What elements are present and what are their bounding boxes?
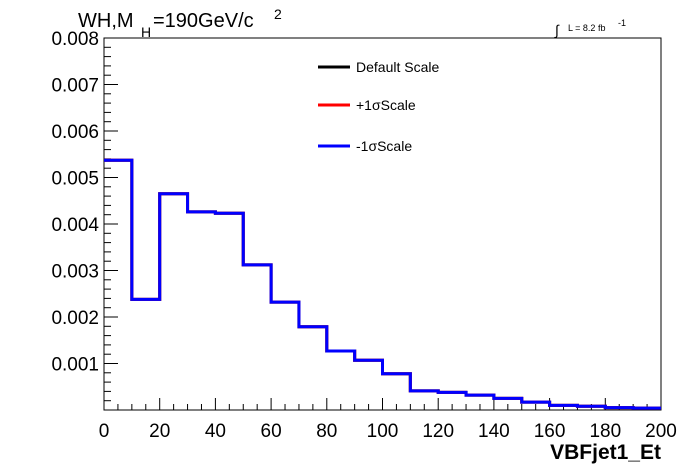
x-axis-label: VBFjet1_Et xyxy=(550,441,661,464)
title-subscript: H xyxy=(141,24,151,40)
integral-sign: ∫ xyxy=(554,22,560,38)
x-tick-label: 40 xyxy=(205,421,226,442)
x-tick-label: 200 xyxy=(645,421,677,442)
y-tick-label: 0.006 xyxy=(51,122,99,143)
x-tick-label: 160 xyxy=(534,421,566,442)
legend-label-minus: -1σScale xyxy=(356,138,412,154)
title-rest: =190GeV/c xyxy=(153,10,254,32)
legend-label-plus: +1σScale xyxy=(356,97,416,113)
x-tick-label: 120 xyxy=(422,421,454,442)
legend: Default Scale +1σScale -1σScale xyxy=(318,59,439,154)
series-line-2 xyxy=(104,158,661,410)
y-tick-label: 0.002 xyxy=(51,308,99,329)
luminosity-text: L = 8.2 fb xyxy=(568,23,605,33)
y-tick-label: 0.005 xyxy=(51,169,99,190)
y-tick-label: 0.004 xyxy=(51,215,99,236)
chart-title: WH,M H =190GeV/c 2 xyxy=(78,6,282,40)
y-tick-label: 0.008 xyxy=(51,29,99,50)
x-tick-label: 20 xyxy=(149,421,170,442)
legend-label-default: Default Scale xyxy=(356,59,439,75)
x-tick-label: 0 xyxy=(99,421,110,442)
y-tick-label: 0.003 xyxy=(51,262,99,283)
x-tick-label: 140 xyxy=(478,421,510,442)
title-main: WH,M xyxy=(78,10,134,32)
series-layer xyxy=(104,158,661,410)
y-tick-label: 0.007 xyxy=(51,76,99,97)
title-superscript: 2 xyxy=(274,6,282,22)
x-tick-label: 100 xyxy=(367,421,399,442)
luminosity-label: ∫ L = 8.2 fb -1 xyxy=(554,18,626,38)
x-tick-label: 80 xyxy=(316,421,337,442)
x-axis-ticks: 0 20 40 60 80 100 120 140 160 180 200 xyxy=(99,398,677,442)
x-tick-label: 60 xyxy=(261,421,282,442)
luminosity-superscript: -1 xyxy=(618,18,626,28)
x-tick-label: 180 xyxy=(589,421,621,442)
y-axis-ticks: 0.001 0.002 0.003 0.004 0.005 0.006 0.007 0.008 xyxy=(51,29,118,402)
y-tick-label: 0.001 xyxy=(51,355,99,376)
